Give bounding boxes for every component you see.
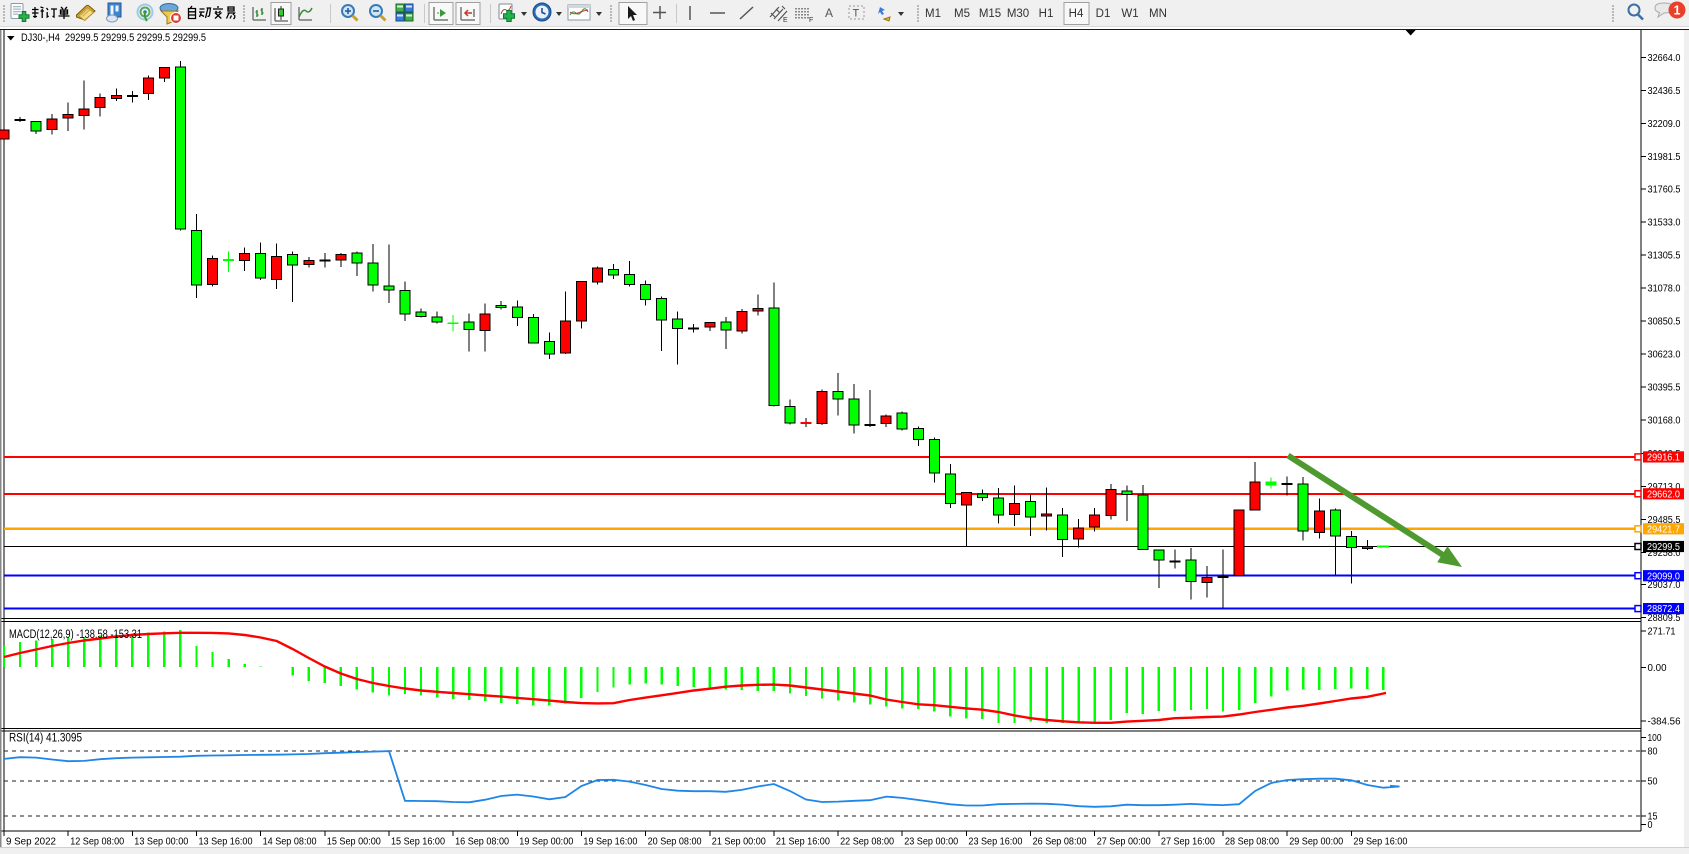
svg-text:28872.4: 28872.4 bbox=[1647, 604, 1680, 615]
svg-text:28 Sep 08:00: 28 Sep 08:00 bbox=[1225, 837, 1279, 848]
svg-text:30623.0: 30623.0 bbox=[1648, 350, 1681, 361]
svg-text:M15: M15 bbox=[979, 8, 1001, 20]
svg-text:W1: W1 bbox=[1121, 8, 1138, 20]
svg-text:29916.1: 29916.1 bbox=[1647, 453, 1680, 464]
svg-text:21 Sep 16:00: 21 Sep 16:00 bbox=[776, 837, 830, 848]
svg-text:31981.5: 31981.5 bbox=[1648, 152, 1681, 163]
svg-text:29099.0: 29099.0 bbox=[1647, 571, 1680, 582]
svg-text:27 Sep 16:00: 27 Sep 16:00 bbox=[1161, 837, 1215, 848]
svg-text:D1: D1 bbox=[1096, 8, 1111, 20]
svg-text:14 Sep 08:00: 14 Sep 08:00 bbox=[263, 837, 317, 848]
svg-text:M30: M30 bbox=[1007, 8, 1029, 20]
svg-text:12 Sep 08:00: 12 Sep 08:00 bbox=[70, 837, 124, 848]
svg-text:H1: H1 bbox=[1039, 8, 1054, 20]
svg-text:15: 15 bbox=[1648, 812, 1658, 823]
svg-text:0: 0 bbox=[1648, 820, 1653, 831]
svg-text:31760.5: 31760.5 bbox=[1648, 185, 1681, 196]
svg-text:29258.0: 29258.0 bbox=[1648, 548, 1681, 559]
svg-text:M1: M1 bbox=[925, 8, 941, 20]
svg-text:271.71: 271.71 bbox=[1648, 627, 1676, 638]
svg-text:32436.5: 32436.5 bbox=[1648, 86, 1681, 97]
svg-text:23 Sep 00:00: 23 Sep 00:00 bbox=[904, 837, 958, 848]
svg-text:-384.56: -384.56 bbox=[1648, 717, 1681, 728]
svg-text:23 Sep 16:00: 23 Sep 16:00 bbox=[968, 837, 1022, 848]
svg-text:E: E bbox=[783, 17, 788, 24]
svg-text:32209.0: 32209.0 bbox=[1648, 119, 1681, 130]
svg-text:31533.0: 31533.0 bbox=[1648, 217, 1681, 228]
svg-text:80: 80 bbox=[1648, 747, 1658, 758]
svg-text:20 Sep 08:00: 20 Sep 08:00 bbox=[648, 837, 702, 848]
svg-text:31305.5: 31305.5 bbox=[1648, 250, 1681, 261]
svg-text:50: 50 bbox=[1648, 777, 1658, 788]
svg-text:26 Sep 08:00: 26 Sep 08:00 bbox=[1033, 837, 1087, 848]
svg-text:29037.0: 29037.0 bbox=[1648, 580, 1681, 591]
svg-text:0.00: 0.00 bbox=[1648, 663, 1667, 674]
svg-text:100: 100 bbox=[1648, 733, 1662, 744]
svg-text:30395.5: 30395.5 bbox=[1648, 383, 1681, 394]
svg-text:M5: M5 bbox=[954, 8, 970, 20]
svg-text:F: F bbox=[809, 17, 813, 24]
svg-text:MACD(12,26,9) -138.58 -153.31: MACD(12,26,9) -138.58 -153.31 bbox=[9, 629, 142, 641]
svg-text:29713.0: 29713.0 bbox=[1648, 482, 1681, 493]
svg-text:19 Sep 00:00: 19 Sep 00:00 bbox=[519, 837, 573, 848]
svg-text:DJ30-,H4 29299.5 29299.5 2929: DJ30-,H4 29299.5 29299.5 29299.5 29299.5 bbox=[21, 32, 206, 44]
svg-text:22 Sep 08:00: 22 Sep 08:00 bbox=[840, 837, 894, 848]
svg-text:31078.0: 31078.0 bbox=[1648, 283, 1681, 294]
svg-text:30168.0: 30168.0 bbox=[1648, 416, 1681, 427]
svg-text:MN: MN bbox=[1149, 8, 1167, 20]
svg-text:29 Sep 00:00: 29 Sep 00:00 bbox=[1289, 837, 1343, 848]
svg-text:27 Sep 00:00: 27 Sep 00:00 bbox=[1097, 837, 1151, 848]
svg-text:H4: H4 bbox=[1069, 8, 1084, 20]
svg-text:28809.5: 28809.5 bbox=[1648, 613, 1681, 624]
svg-text:16 Sep 08:00: 16 Sep 08:00 bbox=[455, 837, 509, 848]
svg-text:15 Sep 00:00: 15 Sep 00:00 bbox=[327, 837, 381, 848]
svg-text:29 Sep 16:00: 29 Sep 16:00 bbox=[1353, 837, 1407, 848]
svg-text:29299.5: 29299.5 bbox=[1647, 542, 1680, 553]
svg-text:21 Sep 00:00: 21 Sep 00:00 bbox=[712, 837, 766, 848]
svg-text:15 Sep 16:00: 15 Sep 16:00 bbox=[391, 837, 445, 848]
svg-text:T: T bbox=[853, 8, 860, 20]
svg-text:32664.0: 32664.0 bbox=[1648, 53, 1681, 64]
svg-text:A: A bbox=[825, 6, 833, 20]
svg-text:13 Sep 00:00: 13 Sep 00:00 bbox=[134, 837, 188, 848]
svg-text:1: 1 bbox=[1674, 4, 1681, 18]
svg-text:29662.0: 29662.0 bbox=[1647, 489, 1680, 500]
svg-text:30850.5: 30850.5 bbox=[1648, 317, 1681, 328]
svg-text:RSI(14) 41.3095: RSI(14) 41.3095 bbox=[9, 733, 82, 745]
svg-text:9 Sep 2022: 9 Sep 2022 bbox=[6, 837, 56, 848]
svg-text:29421.7: 29421.7 bbox=[1647, 524, 1680, 535]
svg-text:13 Sep 16:00: 13 Sep 16:00 bbox=[199, 837, 253, 848]
svg-text:19 Sep 16:00: 19 Sep 16:00 bbox=[583, 837, 637, 848]
svg-text:29485.5: 29485.5 bbox=[1648, 515, 1681, 526]
